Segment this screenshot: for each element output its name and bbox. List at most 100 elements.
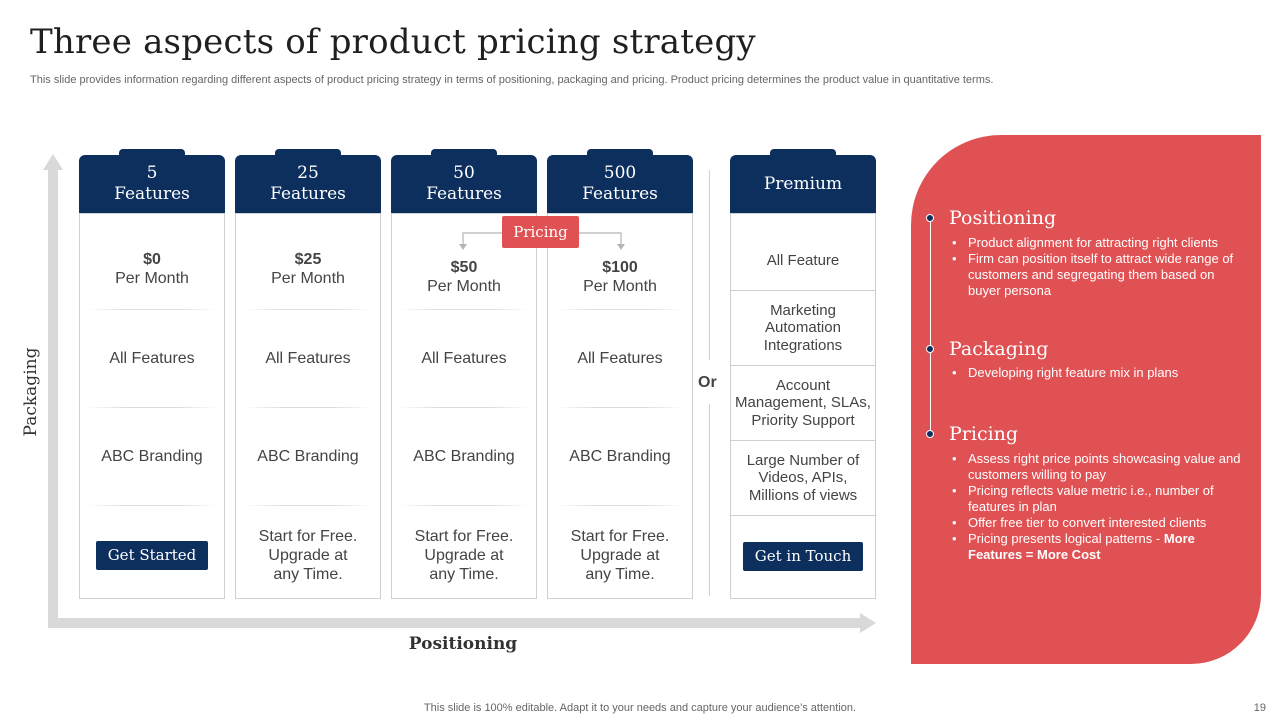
plan-body <box>79 213 225 599</box>
plan-branding: ABC Branding <box>257 447 359 465</box>
or-label: Or <box>698 374 717 391</box>
plan-tab <box>119 149 185 159</box>
slide-subtitle: This slide provides information regardin… <box>30 74 994 86</box>
divider <box>730 290 876 291</box>
plan-cta-text: Start for Free. Upgrade at any Time. <box>414 527 514 583</box>
plan-header: 50 Features <box>391 155 537 213</box>
plan-price: $50 <box>450 259 478 276</box>
plan-feature-unit: Features <box>270 184 346 204</box>
timeline-dot-icon <box>926 430 934 438</box>
plan-period: Per Month <box>115 270 189 287</box>
bullet-item: Offer free tier to convert interested cl… <box>952 515 1242 531</box>
slide-title: Three aspects of product pricing strateg… <box>30 22 756 62</box>
plan-features: All Features <box>421 349 507 367</box>
premium-body <box>730 213 876 599</box>
divider <box>555 505 685 506</box>
plan-tab <box>770 149 836 159</box>
premium-cta-cell: Get in Touch <box>730 523 876 589</box>
divider <box>730 365 876 366</box>
bullet-emphasis: More Features = More Cost <box>968 531 1195 562</box>
y-axis-label: Packaging <box>21 347 41 437</box>
timeline-line <box>930 218 931 436</box>
plan-feature-unit: Features <box>426 184 502 204</box>
plan-header: 500 Features <box>547 155 693 213</box>
plan-features: All Features <box>265 349 351 367</box>
bullet-item: Pricing presents logical patterns - More… <box>952 531 1242 563</box>
plan-branding: ABC Branding <box>101 447 203 465</box>
section-title-positioning: Positioning <box>949 207 1057 229</box>
premium-item: Marketing Automation Integrations <box>763 301 843 354</box>
plan-tab <box>431 149 497 159</box>
divider <box>730 515 876 516</box>
plan-body <box>235 213 381 599</box>
plan-feature-count: 25 <box>297 163 319 183</box>
bullet-text: Pricing presents logical patterns - <box>968 531 1164 546</box>
divider <box>399 407 529 408</box>
get-in-touch-button[interactable]: Get in Touch <box>742 541 864 571</box>
x-axis-label: Positioning <box>408 634 518 654</box>
plan-period: Per Month <box>583 278 657 295</box>
divider <box>399 505 529 506</box>
get-started-button[interactable]: Get Started <box>95 540 209 570</box>
info-panel <box>911 135 1261 664</box>
page-number: 19 <box>1253 702 1266 714</box>
plan-period: Per Month <box>427 278 501 295</box>
slide-footer: This slide is 100% editable. Adapt it to… <box>423 702 857 714</box>
plan-period: Per Month <box>271 270 345 287</box>
plan-features: All Features <box>577 349 663 367</box>
divider <box>243 309 373 310</box>
bullet-item: Pricing reflects value metric i.e., numb… <box>952 483 1242 515</box>
plan-feature-unit: Features <box>114 184 190 204</box>
plan-body <box>547 213 693 599</box>
plan-tab <box>587 149 653 159</box>
plan-cta-text: Start for Free. Upgrade at any Time. <box>258 527 358 583</box>
premium-item: All Feature <box>766 252 840 270</box>
section-title-pricing: Pricing <box>949 423 1019 445</box>
plan-feature-count: 5 <box>146 163 158 183</box>
plan-header: 25 Features <box>235 155 381 213</box>
or-divider-line <box>709 404 710 596</box>
bullet-item: Firm can position itself to attract wide… <box>952 251 1242 299</box>
divider <box>243 505 373 506</box>
packaging-bullets: Developing right feature mix in plans <box>952 365 1242 381</box>
plan-price: $25 <box>294 251 322 268</box>
plan-price-cell: $25 Per Month <box>235 233 381 305</box>
x-axis <box>48 618 862 628</box>
plan-price-cell: $0 Per Month <box>79 233 225 305</box>
plan-tab <box>275 149 341 159</box>
section-title-packaging: Packaging <box>949 338 1049 360</box>
timeline-dot-icon <box>926 345 934 353</box>
plan-price: $100 <box>602 259 638 276</box>
divider <box>399 309 529 310</box>
plan-price-cell: $100 Per Month <box>547 247 693 307</box>
bullet-item: Product alignment for attracting right c… <box>952 235 1242 251</box>
divider <box>730 440 876 441</box>
plan-feature-unit: Features <box>582 184 658 204</box>
plan-feature-count: 50 <box>453 163 475 183</box>
timeline-dot-icon <box>926 214 934 222</box>
plan-body <box>391 213 537 599</box>
bullet-item: Assess right price points showcasing val… <box>952 451 1242 483</box>
divider <box>87 407 217 408</box>
y-axis-arrow-icon <box>43 154 63 170</box>
premium-title: Premium <box>763 173 843 194</box>
divider <box>243 407 373 408</box>
plan-price-cell: $50 Per Month <box>391 247 537 307</box>
plan-branding: ABC Branding <box>569 447 671 465</box>
x-axis-arrow-icon <box>860 613 876 633</box>
divider <box>555 309 685 310</box>
y-axis <box>48 168 58 628</box>
bullet-item: Developing right feature mix in plans <box>952 365 1242 381</box>
premium-header: Premium <box>730 155 876 213</box>
positioning-bullets: Product alignment for attracting right c… <box>952 235 1242 299</box>
pricing-bullets: Assess right price points showcasing val… <box>952 451 1242 563</box>
plan-header: 5 Features <box>79 155 225 213</box>
plan-cta-text: Start for Free. Upgrade at any Time. <box>570 527 670 583</box>
or-divider-line <box>709 170 710 360</box>
plan-features: All Features <box>109 349 195 367</box>
pricing-tag: Pricing <box>502 216 579 248</box>
pricing-arrows-icon <box>459 232 625 250</box>
premium-item: Large Number of Videos, APIs, Millions o… <box>746 451 860 504</box>
plan-price: $0 <box>143 251 161 268</box>
plan-feature-count: 500 <box>603 163 637 183</box>
